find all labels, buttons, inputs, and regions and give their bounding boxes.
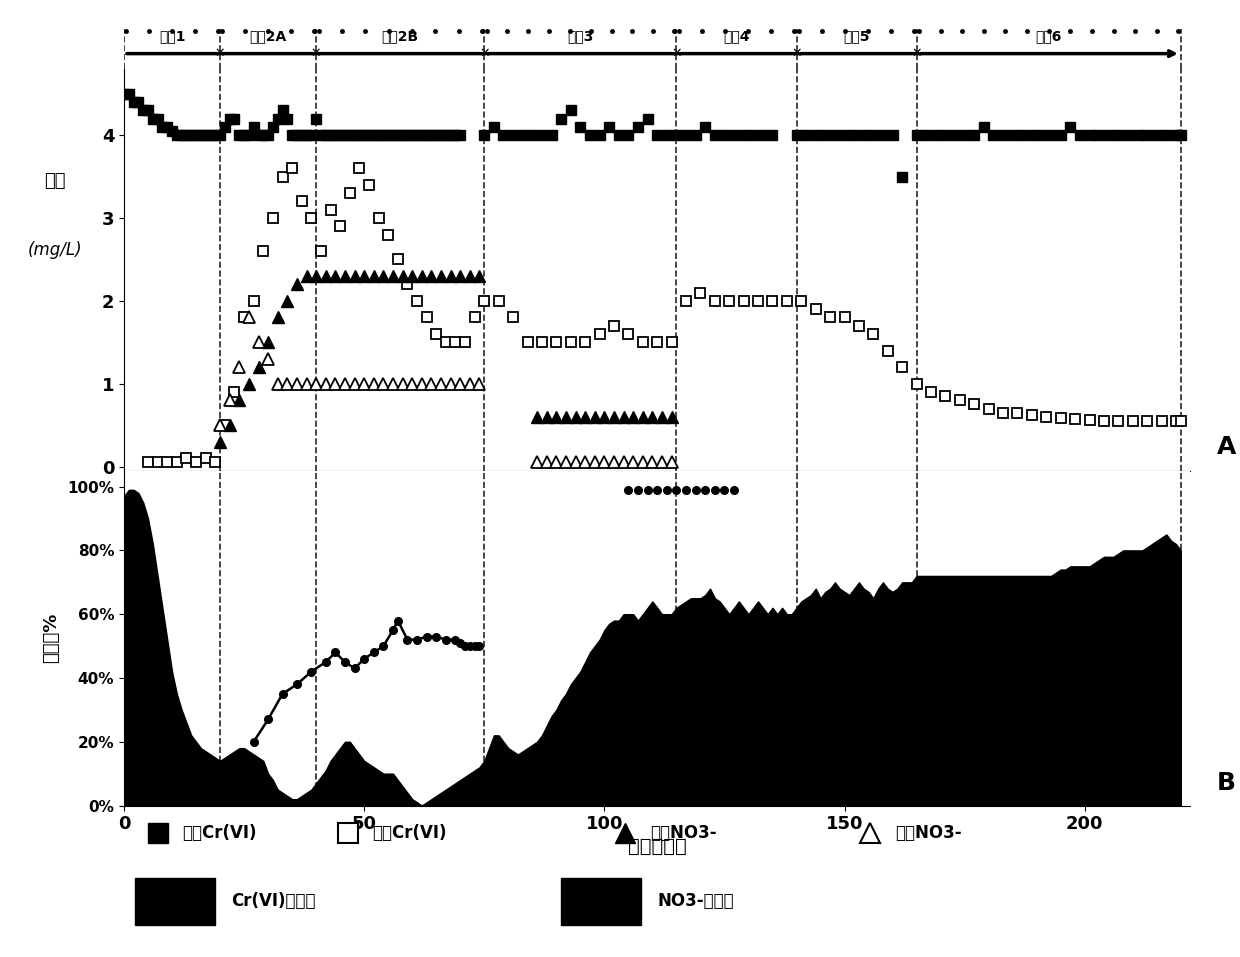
Text: ✕: ✕: [479, 47, 490, 60]
Y-axis label: 去除率%: 去除率%: [42, 612, 61, 663]
Text: ✕: ✕: [311, 47, 321, 60]
Text: NO3-去除率: NO3-去除率: [657, 892, 734, 910]
Text: 浓度: 浓度: [43, 172, 66, 190]
X-axis label: 时间（天）: 时间（天）: [627, 837, 687, 857]
Text: 出水Cr(VI): 出水Cr(VI): [372, 824, 446, 841]
Bar: [135, 878, 215, 924]
Text: 出水NO3-: 出水NO3-: [895, 824, 962, 841]
Text: ✕: ✕: [791, 47, 802, 60]
Text: (mg/L): (mg/L): [27, 241, 82, 258]
Text: 进水Cr(VI): 进水Cr(VI): [182, 824, 257, 841]
Text: A: A: [1216, 434, 1236, 458]
Text: B: B: [1216, 771, 1236, 795]
Text: ✕: ✕: [911, 47, 921, 60]
Text: ✕: ✕: [671, 47, 682, 60]
Text: 阶段3: 阶段3: [567, 29, 594, 43]
Text: 阶段4: 阶段4: [723, 29, 750, 43]
Text: Cr(VI)去除率: Cr(VI)去除率: [231, 892, 315, 910]
Text: 阶段2B: 阶段2B: [382, 29, 419, 43]
Text: 进水NO3-: 进水NO3-: [650, 824, 717, 841]
Text: ✕: ✕: [215, 47, 226, 60]
Text: 阶段1: 阶段1: [159, 29, 185, 43]
Text: 阶段5: 阶段5: [843, 29, 869, 43]
Bar: [562, 878, 641, 924]
Text: 阶段6: 阶段6: [1035, 29, 1061, 43]
Text: 阶段2A: 阶段2A: [249, 29, 286, 43]
